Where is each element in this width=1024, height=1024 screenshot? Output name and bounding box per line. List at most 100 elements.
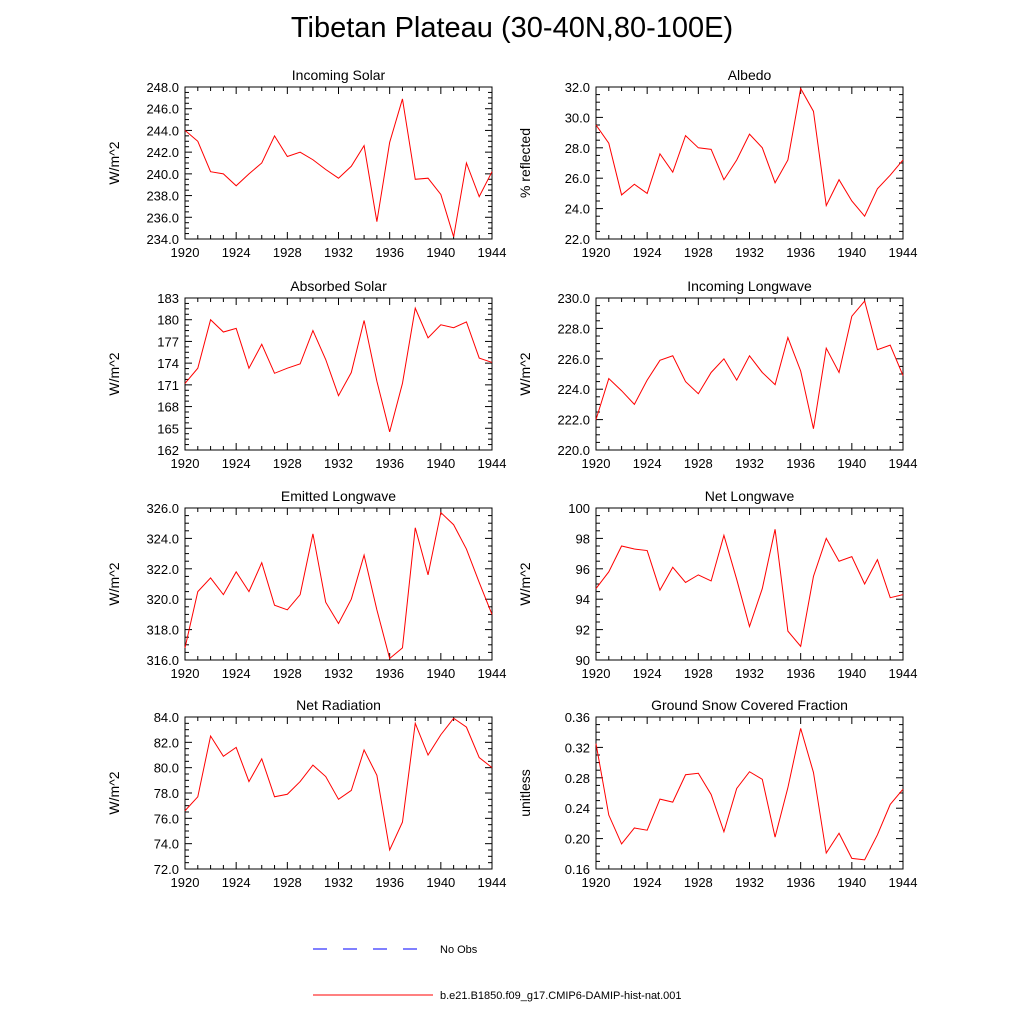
x-tick-label: 1924 bbox=[222, 666, 251, 681]
y-tick-label: 92 bbox=[576, 623, 590, 638]
y-tick-label: 228.0 bbox=[557, 321, 590, 336]
plot-frame bbox=[595, 716, 904, 870]
y-tick-label: 322.0 bbox=[146, 562, 179, 577]
plot-frame bbox=[184, 507, 493, 661]
x-tick-label: 1920 bbox=[582, 245, 611, 260]
x-tick-label: 1944 bbox=[889, 666, 918, 681]
y-tick-label: 90 bbox=[576, 653, 590, 668]
chart-panel: Net Longwave W/m^2 1920 1924 1928 1932 1936 194… bbox=[517, 488, 917, 681]
y-tick-label: 316.0 bbox=[146, 653, 179, 668]
chart-panel: Net Radiation W/m^2 1920 1924 1928 1932 1936 19… bbox=[106, 697, 506, 890]
panel-title: Emitted Longwave bbox=[281, 488, 396, 504]
x-tick-label: 1932 bbox=[324, 456, 353, 471]
chart-panel: Emitted Longwave W/m^2 1920 1924 1928 1932 193… bbox=[106, 488, 506, 681]
y-tick-label: 98 bbox=[576, 531, 590, 546]
x-tick-label: 1944 bbox=[478, 666, 507, 681]
x-tick-label: 1924 bbox=[222, 456, 251, 471]
plot-frame bbox=[595, 297, 904, 451]
y-tick-label: 0.36 bbox=[565, 710, 590, 725]
y-tick-label: 165 bbox=[157, 421, 179, 436]
y-tick-label: 74.0 bbox=[154, 837, 179, 852]
y-tick-label: 0.24 bbox=[565, 801, 590, 816]
series-line bbox=[595, 728, 904, 861]
chart-panel: Absorbed Solar W/m^2 1920 1924 1928 1932 1936 1… bbox=[106, 278, 506, 471]
y-tick-label: 183 bbox=[157, 291, 179, 306]
y-axis-label: unitless bbox=[517, 769, 533, 816]
page-title: Tibetan Plateau (30-40N,80-100E) bbox=[290, 12, 734, 44]
x-tick-label: 1944 bbox=[478, 456, 507, 471]
y-tick-label: 180 bbox=[157, 313, 179, 328]
x-tick-label: 1940 bbox=[426, 456, 455, 471]
chart-panel: Incoming Solar W/m^2 1920 1924 1928 1932 1936 1… bbox=[106, 67, 506, 260]
y-tick-label: 222.0 bbox=[557, 413, 590, 428]
series-line bbox=[595, 529, 904, 648]
x-tick-label: 1940 bbox=[426, 875, 455, 890]
x-tick-label: 1928 bbox=[684, 875, 713, 890]
series-line bbox=[184, 511, 493, 660]
x-tick-label: 1944 bbox=[889, 456, 918, 471]
x-tick-label: 1932 bbox=[735, 875, 764, 890]
y-tick-label: 224.0 bbox=[557, 382, 590, 397]
plot-frame bbox=[595, 86, 904, 240]
series-line bbox=[184, 717, 493, 852]
y-axis-label: W/m^2 bbox=[106, 771, 122, 814]
x-tick-label: 1928 bbox=[273, 875, 302, 890]
y-tick-label: 0.28 bbox=[565, 771, 590, 786]
panel-title: Incoming Longwave bbox=[687, 278, 812, 294]
y-tick-label: 320.0 bbox=[146, 592, 179, 607]
x-tick-label: 1944 bbox=[889, 875, 918, 890]
x-tick-label: 1924 bbox=[633, 875, 662, 890]
x-tick-label: 1932 bbox=[735, 456, 764, 471]
x-tick-label: 1932 bbox=[324, 245, 353, 260]
x-tick-label: 1936 bbox=[375, 666, 404, 681]
series-line bbox=[184, 306, 493, 433]
y-tick-label: 174 bbox=[157, 356, 179, 371]
x-tick-label: 1936 bbox=[786, 456, 815, 471]
x-tick-label: 1920 bbox=[582, 456, 611, 471]
panel-title: Albedo bbox=[728, 67, 772, 83]
y-tick-label: 238.0 bbox=[146, 189, 179, 204]
x-tick-label: 1920 bbox=[582, 875, 611, 890]
chart-panel: Albedo % reflected 1920 1924 1928 1932 1936 194… bbox=[517, 67, 917, 260]
series-line bbox=[595, 299, 904, 429]
x-tick-label: 1928 bbox=[273, 666, 302, 681]
y-tick-label: 0.32 bbox=[565, 740, 590, 755]
y-tick-label: 76.0 bbox=[154, 811, 179, 826]
y-tick-label: 26.0 bbox=[565, 171, 590, 186]
x-tick-label: 1936 bbox=[375, 456, 404, 471]
y-tick-label: 72.0 bbox=[154, 862, 179, 877]
y-tick-label: 220.0 bbox=[557, 443, 590, 458]
y-tick-label: 168 bbox=[157, 400, 179, 415]
x-tick-label: 1944 bbox=[478, 875, 507, 890]
x-tick-label: 1920 bbox=[171, 245, 200, 260]
y-tick-label: 22.0 bbox=[565, 232, 590, 247]
y-axis-label: % reflected bbox=[517, 128, 533, 198]
chart-panel: Incoming Longwave W/m^2 1920 1924 1928 1932 19… bbox=[517, 278, 917, 471]
y-tick-label: 84.0 bbox=[154, 710, 179, 725]
x-tick-label: 1928 bbox=[684, 666, 713, 681]
y-tick-label: 236.0 bbox=[146, 210, 179, 225]
series-line bbox=[184, 98, 493, 237]
y-tick-label: 24.0 bbox=[565, 202, 590, 217]
y-tick-label: 28.0 bbox=[565, 141, 590, 156]
y-tick-label: 0.20 bbox=[565, 832, 590, 847]
panel-title: Incoming Solar bbox=[292, 67, 386, 83]
panel-title: Ground Snow Covered Fraction bbox=[651, 697, 848, 713]
y-axis-label: W/m^2 bbox=[106, 352, 122, 395]
y-tick-label: 32.0 bbox=[565, 80, 590, 95]
y-tick-label: 230.0 bbox=[557, 291, 590, 306]
plot-frame bbox=[595, 507, 904, 661]
y-tick-label: 248.0 bbox=[146, 80, 179, 95]
y-tick-label: 80.0 bbox=[154, 761, 179, 776]
x-tick-label: 1924 bbox=[222, 875, 251, 890]
panel-title: Net Longwave bbox=[705, 488, 795, 504]
y-tick-label: 94 bbox=[576, 592, 590, 607]
y-tick-label: 324.0 bbox=[146, 531, 179, 546]
x-tick-label: 1936 bbox=[375, 875, 404, 890]
y-tick-label: 242.0 bbox=[146, 145, 179, 160]
y-axis-label: W/m^2 bbox=[106, 141, 122, 184]
x-tick-label: 1940 bbox=[837, 875, 866, 890]
y-tick-label: 78.0 bbox=[154, 786, 179, 801]
x-tick-label: 1940 bbox=[837, 456, 866, 471]
